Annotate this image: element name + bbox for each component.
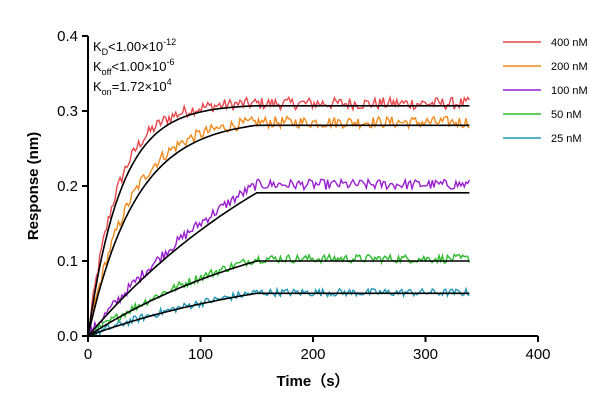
legend-label: 25 nM: [551, 133, 582, 145]
x-ticks: 0 100 200 300 400: [84, 336, 551, 363]
y-ticks: 0.0 0.1 0.2 0.3 0.4: [57, 28, 88, 345]
x-tick-label: 0: [84, 346, 92, 363]
y-tick-label: 0.1: [57, 253, 78, 270]
fit-line-400-nM: [87, 105, 470, 337]
fit-line-200-nM: [87, 124, 470, 337]
series-line-50-nM: [87, 252, 471, 337]
y-axis-title: Response (nm): [25, 132, 42, 240]
x-tick-label: 400: [525, 346, 550, 363]
x-tick-label: 100: [188, 346, 213, 363]
series-line-400-nM: [87, 95, 470, 335]
x-tick-label: 200: [300, 346, 325, 363]
legend-label: 50 nM: [551, 109, 582, 121]
fit-line-25-nM: [87, 292, 470, 337]
legend-label: 100 nM: [551, 85, 588, 97]
kon-annotation: Kon=1.72×104: [93, 77, 172, 97]
y-tick-label: 0.2: [57, 178, 78, 195]
fit-line-50-nM: [87, 260, 470, 337]
curves-layer: [87, 95, 471, 338]
kinetic-annotations: KD<1.00×10-12 Koff<1.00×10-6 Kon=1.72×10…: [93, 37, 176, 97]
y-tick-label: 0.4: [57, 28, 78, 45]
series-line-100-nM: [87, 177, 471, 338]
legend: 400 nM 200 nM 100 nM 50 nM 25 nM: [503, 37, 588, 145]
fit-line-100-nM: [87, 192, 470, 337]
legend-label: 400 nM: [551, 37, 588, 49]
y-tick-label: 0.0: [57, 328, 78, 345]
x-axis-title: Time（s）: [276, 372, 349, 390]
series-line-25-nM: [88, 286, 470, 338]
legend-label: 200 nM: [551, 61, 588, 73]
fit-lines-layer: [87, 105, 470, 337]
y-tick-label: 0.3: [57, 103, 78, 120]
koff-annotation: Koff<1.00×10-6: [93, 57, 174, 77]
x-tick-label: 300: [413, 346, 438, 363]
kd-annotation: KD<1.00×10-12: [93, 37, 176, 57]
series-line-200-nM: [87, 115, 470, 337]
